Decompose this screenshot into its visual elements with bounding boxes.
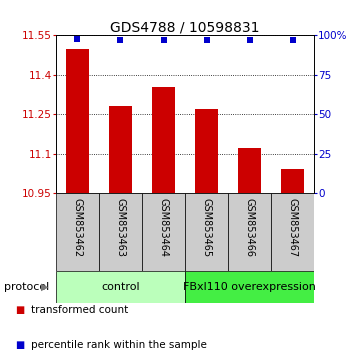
Point: [75, 36, 81, 41]
Bar: [271, 193, 314, 271]
Title: GDS4788 / 10598831: GDS4788 / 10598831: [110, 20, 260, 34]
Point: [204, 37, 209, 43]
Text: transformed count: transformed count: [31, 305, 128, 315]
Bar: [238, 148, 261, 193]
Text: GSM853464: GSM853464: [158, 198, 169, 257]
Text: GSM853463: GSM853463: [116, 198, 126, 257]
Bar: [56, 271, 185, 303]
Bar: [109, 106, 132, 193]
Text: GSM853466: GSM853466: [244, 198, 255, 257]
Text: percentile rank within the sample: percentile rank within the sample: [31, 340, 206, 350]
Point: [247, 37, 252, 43]
Text: GSM853465: GSM853465: [201, 198, 212, 257]
Bar: [99, 193, 142, 271]
Text: ■: ■: [15, 340, 25, 350]
Bar: [66, 48, 89, 193]
Bar: [281, 169, 304, 193]
Bar: [56, 193, 99, 271]
Bar: [185, 271, 314, 303]
Point: [161, 37, 166, 43]
Text: control: control: [101, 282, 140, 292]
Bar: [152, 87, 175, 193]
Bar: [142, 193, 185, 271]
Text: ▶: ▶: [41, 282, 49, 292]
Bar: [228, 193, 271, 271]
Bar: [185, 193, 228, 271]
Text: GSM853467: GSM853467: [288, 198, 297, 257]
Bar: [195, 109, 218, 193]
Text: FBxl110 overexpression: FBxl110 overexpression: [183, 282, 316, 292]
Point: [290, 37, 295, 43]
Text: GSM853462: GSM853462: [73, 198, 82, 257]
Point: [118, 37, 123, 43]
Text: ■: ■: [15, 305, 25, 315]
Text: protocol: protocol: [4, 282, 49, 292]
